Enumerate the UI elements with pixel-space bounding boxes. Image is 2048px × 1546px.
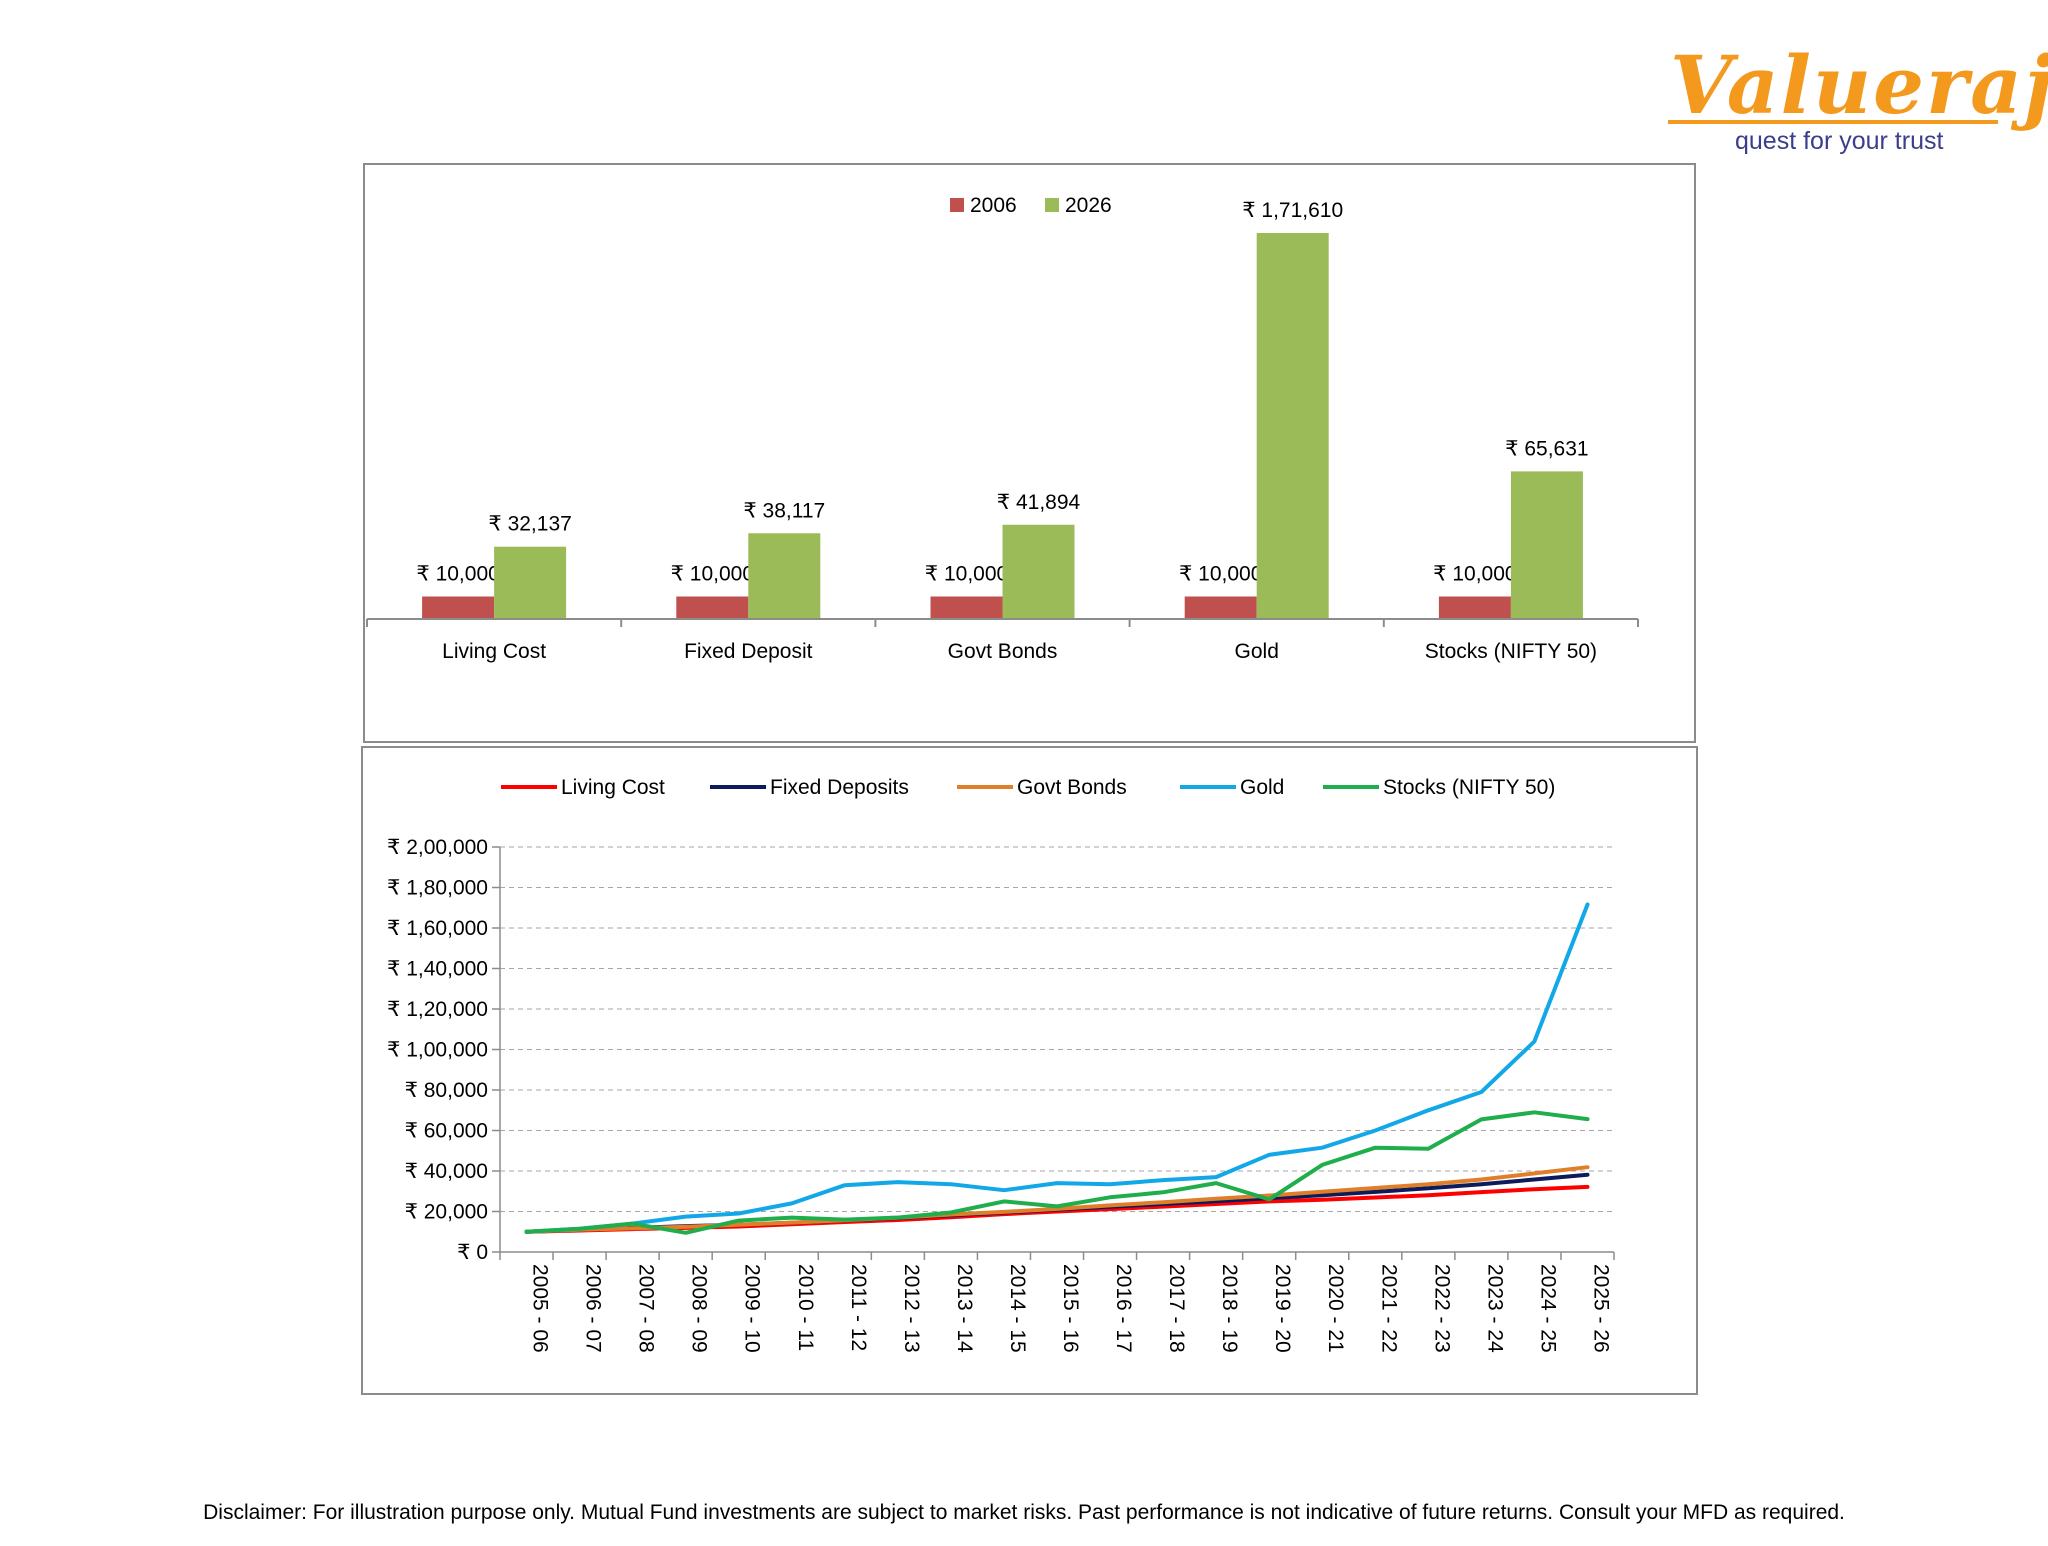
bar-legend-swatch-2026 xyxy=(1045,198,1059,212)
x-tick-label-10: 2015 - 16 xyxy=(1059,1264,1082,1353)
bar-2006-4 xyxy=(1438,596,1511,619)
y-tick-label-9: ₹ 1,80,000 xyxy=(387,877,488,900)
bar-category-label-0: Living Cost xyxy=(442,640,546,663)
bar-category-label-1: Fixed Deposit xyxy=(684,640,813,663)
bar-label-2006-4: ₹ 10,000 xyxy=(1433,563,1516,586)
x-tick-label-9: 2014 - 15 xyxy=(1006,1264,1029,1353)
y-tick-label-6: ₹ 1,20,000 xyxy=(387,998,488,1021)
x-tick-label-1: 2006 - 07 xyxy=(582,1264,605,1353)
bar-2006-1 xyxy=(676,596,749,619)
bar-legend-label-2006: 2006 xyxy=(970,194,1017,217)
y-tick-label-10: ₹ 2,00,000 xyxy=(387,836,488,859)
y-tick-label-7: ₹ 1,40,000 xyxy=(387,958,488,981)
x-tick-label-16: 2021 - 22 xyxy=(1377,1264,1400,1353)
bar-legend-label-2026: 2026 xyxy=(1065,194,1112,217)
line-chart: Living Cost Fixed Deposits Govt Bonds Gold S… xyxy=(387,776,1615,1353)
y-tick-label-5: ₹ 1,00,000 xyxy=(387,1039,488,1062)
y-tick-label-1: ₹ 20,000 xyxy=(405,1201,488,1224)
line-legend: Living Cost Fixed Deposits Govt Bonds Gold S… xyxy=(501,776,1555,799)
bar-2026-3 xyxy=(1256,233,1329,619)
line-legend-label-4: Stocks (NIFTY 50) xyxy=(1383,776,1555,799)
series-line-2 xyxy=(524,1165,1590,1234)
x-tick-label-12: 2017 - 18 xyxy=(1165,1264,1188,1353)
line-legend-label-1: Fixed Deposits xyxy=(770,776,909,799)
y-tick-label-4: ₹ 80,000 xyxy=(405,1079,488,1102)
bar-legend: 2006 2026 xyxy=(950,194,1112,217)
x-tick-label-13: 2018 - 19 xyxy=(1218,1264,1241,1353)
x-tick-label-15: 2020 - 21 xyxy=(1324,1264,1347,1353)
x-tick-label-2: 2007 - 08 xyxy=(635,1264,658,1353)
bar-label-2006-2: ₹ 10,000 xyxy=(925,563,1008,586)
series-line-4 xyxy=(524,1110,1590,1235)
x-tick-label-5: 2010 - 11 xyxy=(794,1264,817,1351)
bar-label-2006-1: ₹ 10,000 xyxy=(671,563,754,586)
x-tick-label-19: 2024 - 25 xyxy=(1536,1264,1559,1353)
line-legend-label-0: Living Cost xyxy=(561,776,665,799)
bar-category-label-4: Stocks (NIFTY 50) xyxy=(1425,640,1597,663)
bar-2026-2 xyxy=(1002,524,1075,619)
bar-label-2026-1: ₹ 38,117 xyxy=(743,499,825,522)
logo-wordmark: Valueraj xyxy=(1670,38,2048,132)
bar-2026-1 xyxy=(748,533,821,619)
x-tick-label-4: 2009 - 10 xyxy=(741,1264,764,1353)
disclaimer-text: Disclaimer: For illustration purpose onl… xyxy=(203,1501,1845,1524)
y-tick-label-2: ₹ 40,000 xyxy=(405,1160,488,1183)
logo-tagline: quest for your trust xyxy=(1735,127,1944,155)
y-tick-label-3: ₹ 60,000 xyxy=(405,1120,488,1143)
bar-category-label-2: Govt Bonds xyxy=(948,640,1058,663)
x-tick-label-6: 2011 - 12 xyxy=(847,1264,870,1351)
line-chart-panel: Living Cost Fixed Deposits Govt Bonds Gold S… xyxy=(361,746,1698,1395)
bar-label-2006-3: ₹ 10,000 xyxy=(1179,563,1262,586)
bar-legend-swatch-2006 xyxy=(950,198,964,212)
bar-chart-panel: 2006 2026 ₹ 10,000 ₹ 32,137 Living Cost ₹ 10,… xyxy=(363,163,1696,743)
bar-label-2026-0: ₹ 32,137 xyxy=(488,513,571,536)
bar-label-2026-3: ₹ 1,71,610 xyxy=(1242,199,1343,222)
bar-2026-4 xyxy=(1510,471,1583,619)
x-tick-label-7: 2012 - 13 xyxy=(900,1264,923,1353)
bar-2006-3 xyxy=(1184,596,1257,619)
x-tick-label-3: 2008 - 09 xyxy=(688,1264,711,1353)
bar-chart: 2006 2026 ₹ 10,000 ₹ 32,137 Living Cost ₹ 10,… xyxy=(366,194,1639,663)
x-tick-label-14: 2019 - 20 xyxy=(1271,1264,1294,1353)
series-line-3 xyxy=(524,902,1590,1234)
line-legend-label-3: Gold xyxy=(1240,776,1284,799)
bar-2006-0 xyxy=(422,596,495,619)
bar-label-2026-4: ₹ 65,631 xyxy=(1505,437,1588,460)
x-tick-label-8: 2013 - 14 xyxy=(953,1264,976,1353)
x-tick-label-18: 2023 - 24 xyxy=(1483,1264,1506,1353)
x-tick-label-0: 2005 - 06 xyxy=(529,1264,552,1353)
y-tick-label-8: ₹ 1,60,000 xyxy=(387,917,488,940)
y-tick-label-0: ₹ 0 xyxy=(457,1241,488,1264)
bar-category-label-3: Gold xyxy=(1235,640,1279,663)
bar-label-2026-2: ₹ 41,894 xyxy=(997,491,1081,514)
valueraj-logo: Valueraj quest for your trust xyxy=(1660,40,2048,160)
x-tick-label-11: 2016 - 17 xyxy=(1112,1264,1135,1353)
bar-2026-0 xyxy=(494,546,567,619)
bar-2006-2 xyxy=(930,596,1003,619)
logo-underline xyxy=(1668,120,1998,124)
bar-label-2006-0: ₹ 10,000 xyxy=(416,563,499,586)
x-tick-label-17: 2022 - 23 xyxy=(1430,1264,1453,1353)
x-tick-label-20: 2025 - 26 xyxy=(1589,1264,1612,1353)
line-legend-label-2: Govt Bonds xyxy=(1017,776,1127,799)
